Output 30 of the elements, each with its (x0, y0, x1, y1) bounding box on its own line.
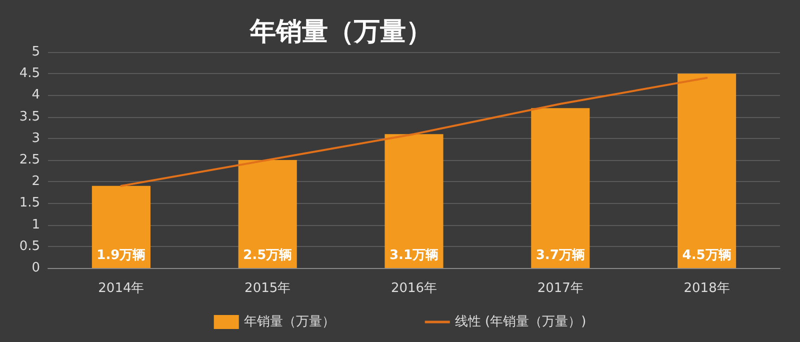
y-tick-label: 0 (32, 260, 40, 276)
x-tick-label: 2015年 (244, 281, 291, 296)
data-label: 3.7万辆 (536, 248, 585, 263)
bar (384, 134, 444, 268)
chart-title: 年销量（万量） (249, 17, 432, 47)
data-label: 4.5万辆 (682, 248, 732, 263)
data-label: 2.5万辆 (243, 248, 292, 263)
x-tick-label: 2017年 (537, 281, 584, 296)
x-tick-label: 2016年 (390, 281, 438, 296)
bar (678, 74, 736, 268)
y-tick-label: 0.5 (19, 238, 40, 254)
y-tick-label: 2.5 (19, 152, 40, 168)
y-tick-label: 3 (32, 130, 40, 146)
data-label: 3.1万辆 (389, 248, 439, 263)
y-tick-label: 2 (32, 174, 40, 190)
y-tick-label: 5 (32, 44, 40, 60)
line-series (120, 76, 708, 187)
y-tick-label: 4 (32, 88, 40, 103)
bar (238, 160, 297, 268)
y-tick-label: 1.5 (19, 196, 40, 211)
bar (531, 108, 590, 268)
bar (92, 186, 150, 268)
legend-label: 线性 (年销量（万量）) (454, 314, 586, 330)
x-tick-label: 2014年 (98, 281, 144, 296)
y-tick-label: 1 (32, 217, 40, 232)
x-tick-label: 2018年 (684, 281, 730, 296)
y-tick-label: 3.5 (19, 109, 40, 124)
data-label: 1.9万辆 (96, 248, 146, 263)
legend-label: 年销量（万量） (244, 314, 335, 330)
y-tick-label: 4.5 (19, 66, 40, 82)
